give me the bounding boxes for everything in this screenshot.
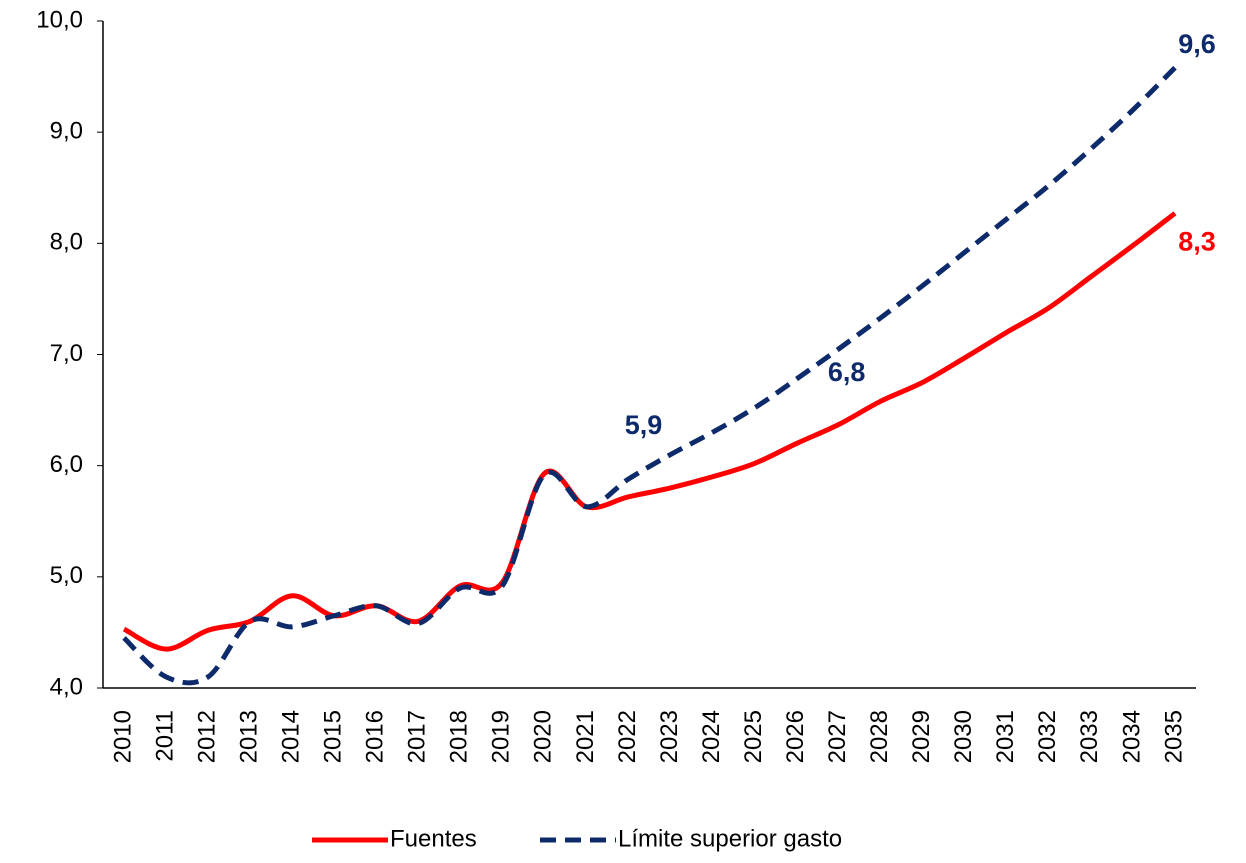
- y-tick-label: 6,0: [50, 451, 83, 478]
- x-tick-label: 2031: [992, 710, 1019, 763]
- x-tick-label: 2021: [572, 710, 599, 763]
- x-tick-label: 2029: [908, 710, 935, 763]
- x-tick-label: 2024: [698, 710, 725, 763]
- y-tick-label: 4,0: [50, 673, 83, 700]
- x-tick-label: 2033: [1076, 710, 1103, 763]
- data-label: 6,8: [828, 357, 866, 387]
- x-tick-label: 2028: [866, 710, 893, 763]
- x-tick-label: 2030: [950, 710, 977, 763]
- x-tick-label: 2035: [1160, 710, 1187, 763]
- x-tick-label: 2012: [193, 710, 220, 763]
- y-tick-label: 9,0: [50, 118, 83, 145]
- x-tick-label: 2011: [151, 710, 178, 762]
- x-tick-label: 2020: [530, 710, 557, 763]
- data-label: 9,6: [1178, 29, 1216, 59]
- x-tick-label: 2032: [1034, 710, 1061, 763]
- x-tick-label: 2023: [656, 710, 683, 763]
- x-tick-label: 2016: [362, 710, 389, 763]
- x-tick-label: 2025: [740, 710, 767, 763]
- series-line: [122, 65, 1177, 686]
- x-tick-label: 2019: [488, 710, 515, 763]
- x-tick-label: 2027: [824, 710, 851, 763]
- x-tick-label: 2010: [109, 710, 136, 763]
- x-tick-label: 2022: [614, 710, 641, 763]
- x-tick-label: 2017: [404, 710, 431, 763]
- series-line: [122, 211, 1177, 652]
- y-tick-label: 7,0: [50, 340, 83, 367]
- y-tick-label: 10,0: [36, 6, 83, 33]
- x-tick-label: 2013: [235, 710, 262, 763]
- data-label: 8,3: [1178, 226, 1216, 256]
- data-label: 5,9: [625, 410, 663, 440]
- x-tick-label: 2018: [446, 710, 473, 763]
- x-tick-label: 2014: [278, 710, 305, 763]
- legend-label: Límite superior gasto: [618, 825, 842, 852]
- y-tick-label: 5,0: [50, 562, 83, 589]
- x-tick-label: 2034: [1118, 710, 1145, 763]
- legend-label: Fuentes: [390, 825, 477, 852]
- x-tick-label: 2026: [782, 710, 809, 763]
- x-tick-label: 2015: [320, 710, 347, 763]
- y-tick-label: 8,0: [50, 229, 83, 256]
